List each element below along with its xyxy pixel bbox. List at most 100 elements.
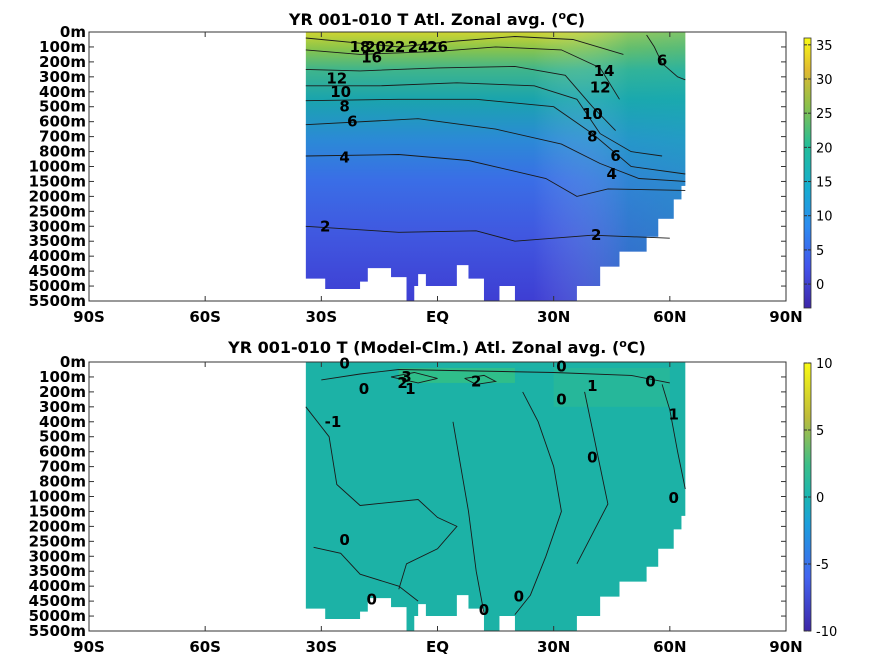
contour-label: 4 bbox=[339, 149, 349, 167]
contour-line bbox=[305, 36, 624, 55]
colorbar-tick-label: 0 bbox=[816, 278, 824, 293]
y-tick-label: 1000m bbox=[29, 158, 86, 176]
contour-label: 0 bbox=[514, 588, 524, 606]
y-tick-label: 800m bbox=[39, 473, 86, 491]
contour-line bbox=[305, 98, 686, 175]
y-tick-label: 4500m bbox=[29, 262, 86, 280]
y-tick-label: 200m bbox=[39, 383, 86, 401]
contour-label: 0 bbox=[556, 390, 566, 408]
contour-lines bbox=[305, 369, 686, 615]
contour-label: 6 bbox=[347, 113, 357, 131]
y-tick-label: 700m bbox=[39, 458, 86, 476]
y-tick-label: 5000m bbox=[29, 277, 86, 295]
contour-label: 22 bbox=[384, 38, 405, 56]
contour-label: 2 bbox=[591, 226, 601, 244]
y-tick-label: 100m bbox=[39, 368, 86, 386]
colorbar-tick-label: 20 bbox=[816, 141, 833, 156]
y-tick-label: 600m bbox=[39, 113, 86, 131]
colorbar-ticks: -10 -5 0 5 10 bbox=[804, 357, 837, 640]
x-tick-label: 90S bbox=[73, 638, 105, 656]
y-tick-label: 3000m bbox=[29, 547, 86, 565]
y-tick-label: 3000m bbox=[29, 217, 86, 235]
y-tick-label: 1500m bbox=[29, 502, 86, 520]
contour-line bbox=[464, 374, 498, 385]
panel-temperature: YR 001-010 T Atl. Zonal avg. (oC) 0m100m… bbox=[29, 9, 833, 326]
x-tick-label: 60S bbox=[189, 638, 221, 656]
y-tick-label: 3500m bbox=[29, 562, 86, 580]
contour-label: 8 bbox=[587, 128, 597, 146]
y-tick-label: 0m bbox=[60, 353, 86, 371]
y-tick-label: 2000m bbox=[29, 517, 86, 535]
contour-label: 18 bbox=[350, 38, 371, 56]
contour-label: 4 bbox=[607, 165, 617, 183]
contour-line bbox=[390, 372, 438, 384]
y-tick-label: 2500m bbox=[29, 532, 86, 550]
latitude-axis: 90S 60S 30S EQ 30N 60N 90N bbox=[73, 362, 803, 656]
contour-line bbox=[305, 46, 620, 100]
depth-axis: 0m100m200m300m400m500m600m700m800m1000m1… bbox=[29, 23, 786, 310]
x-tick-label: 30N bbox=[537, 638, 570, 656]
contour-line bbox=[305, 82, 663, 157]
y-tick-label: 0m bbox=[60, 23, 86, 41]
field-area bbox=[305, 362, 686, 631]
x-tick-label: 90N bbox=[769, 308, 802, 326]
x-tick-label: 90S bbox=[73, 308, 105, 326]
colorbar-tick-label: 10 bbox=[816, 357, 833, 372]
x-tick-label: 60N bbox=[653, 638, 686, 656]
contour-label: 6 bbox=[610, 147, 620, 165]
contour-label: 6 bbox=[657, 51, 667, 69]
contour-line bbox=[514, 391, 562, 615]
y-tick-label: 2500m bbox=[29, 202, 86, 220]
colorbar-ticks: 0 5 10 15 20 25 30 35 bbox=[804, 39, 833, 293]
contour-label: -1 bbox=[325, 413, 342, 431]
y-tick-label: 4000m bbox=[29, 247, 86, 265]
contour-label: 10 bbox=[582, 105, 603, 123]
y-tick-label: 200m bbox=[39, 53, 86, 71]
contour-label: 0 bbox=[366, 591, 376, 609]
colorbar-tick-label: 5 bbox=[816, 424, 824, 439]
panel-anomaly: YR 001-010 T (Model-Clm.) Atl. Zonal avg… bbox=[29, 337, 838, 656]
chart-title: YR 001-010 T Atl. Zonal avg. (oC) bbox=[288, 9, 585, 29]
x-tick-label: 30S bbox=[305, 638, 337, 656]
chart-title: YR 001-010 T (Model-Clm.) Atl. Zonal avg… bbox=[227, 337, 646, 357]
depth-axis: 0m100m200m300m400m500m600m700m800m1000m1… bbox=[29, 353, 786, 640]
contour-label: 24 bbox=[408, 38, 429, 56]
y-tick-label: 700m bbox=[39, 128, 86, 146]
y-tick-label: 4000m bbox=[29, 577, 86, 595]
y-tick-label: 4500m bbox=[29, 592, 86, 610]
contour-label: 0 bbox=[339, 354, 349, 372]
contour-line bbox=[305, 154, 686, 197]
contour-label: 14 bbox=[594, 62, 615, 80]
x-tick-label: EQ bbox=[426, 308, 449, 326]
y-tick-label: 5500m bbox=[29, 622, 86, 640]
x-tick-label: EQ bbox=[426, 638, 449, 656]
y-tick-label: 1000m bbox=[29, 488, 86, 506]
y-tick-label: 1500m bbox=[29, 172, 86, 190]
contour-line bbox=[313, 546, 419, 602]
contour-line bbox=[305, 406, 458, 590]
y-tick-label: 800m bbox=[39, 143, 86, 161]
contour-label: 0 bbox=[359, 380, 369, 398]
y-tick-label: 300m bbox=[39, 398, 86, 416]
contour-line bbox=[661, 384, 686, 490]
contour-line bbox=[452, 421, 485, 614]
y-tick-label: 400m bbox=[39, 413, 86, 431]
colorbar-tick-label: 30 bbox=[816, 73, 833, 88]
contour-label: 2 bbox=[320, 217, 330, 235]
contour-label: 0 bbox=[668, 489, 678, 507]
x-tick-label: 30N bbox=[537, 308, 570, 326]
contour-label: 1 bbox=[587, 377, 597, 395]
y-tick-label: 300m bbox=[39, 68, 86, 86]
contour-label: 10 bbox=[330, 83, 351, 101]
contour-label: 0 bbox=[479, 601, 489, 619]
contour-label: 26 bbox=[427, 38, 448, 56]
x-tick-label: 90N bbox=[769, 638, 802, 656]
contour-label: 12 bbox=[326, 69, 347, 87]
contour-label: 20 bbox=[365, 38, 386, 56]
y-tick-label: 5500m bbox=[29, 292, 86, 310]
colorbar-tick-label: 25 bbox=[816, 107, 833, 122]
contour-label: 0 bbox=[556, 357, 566, 375]
